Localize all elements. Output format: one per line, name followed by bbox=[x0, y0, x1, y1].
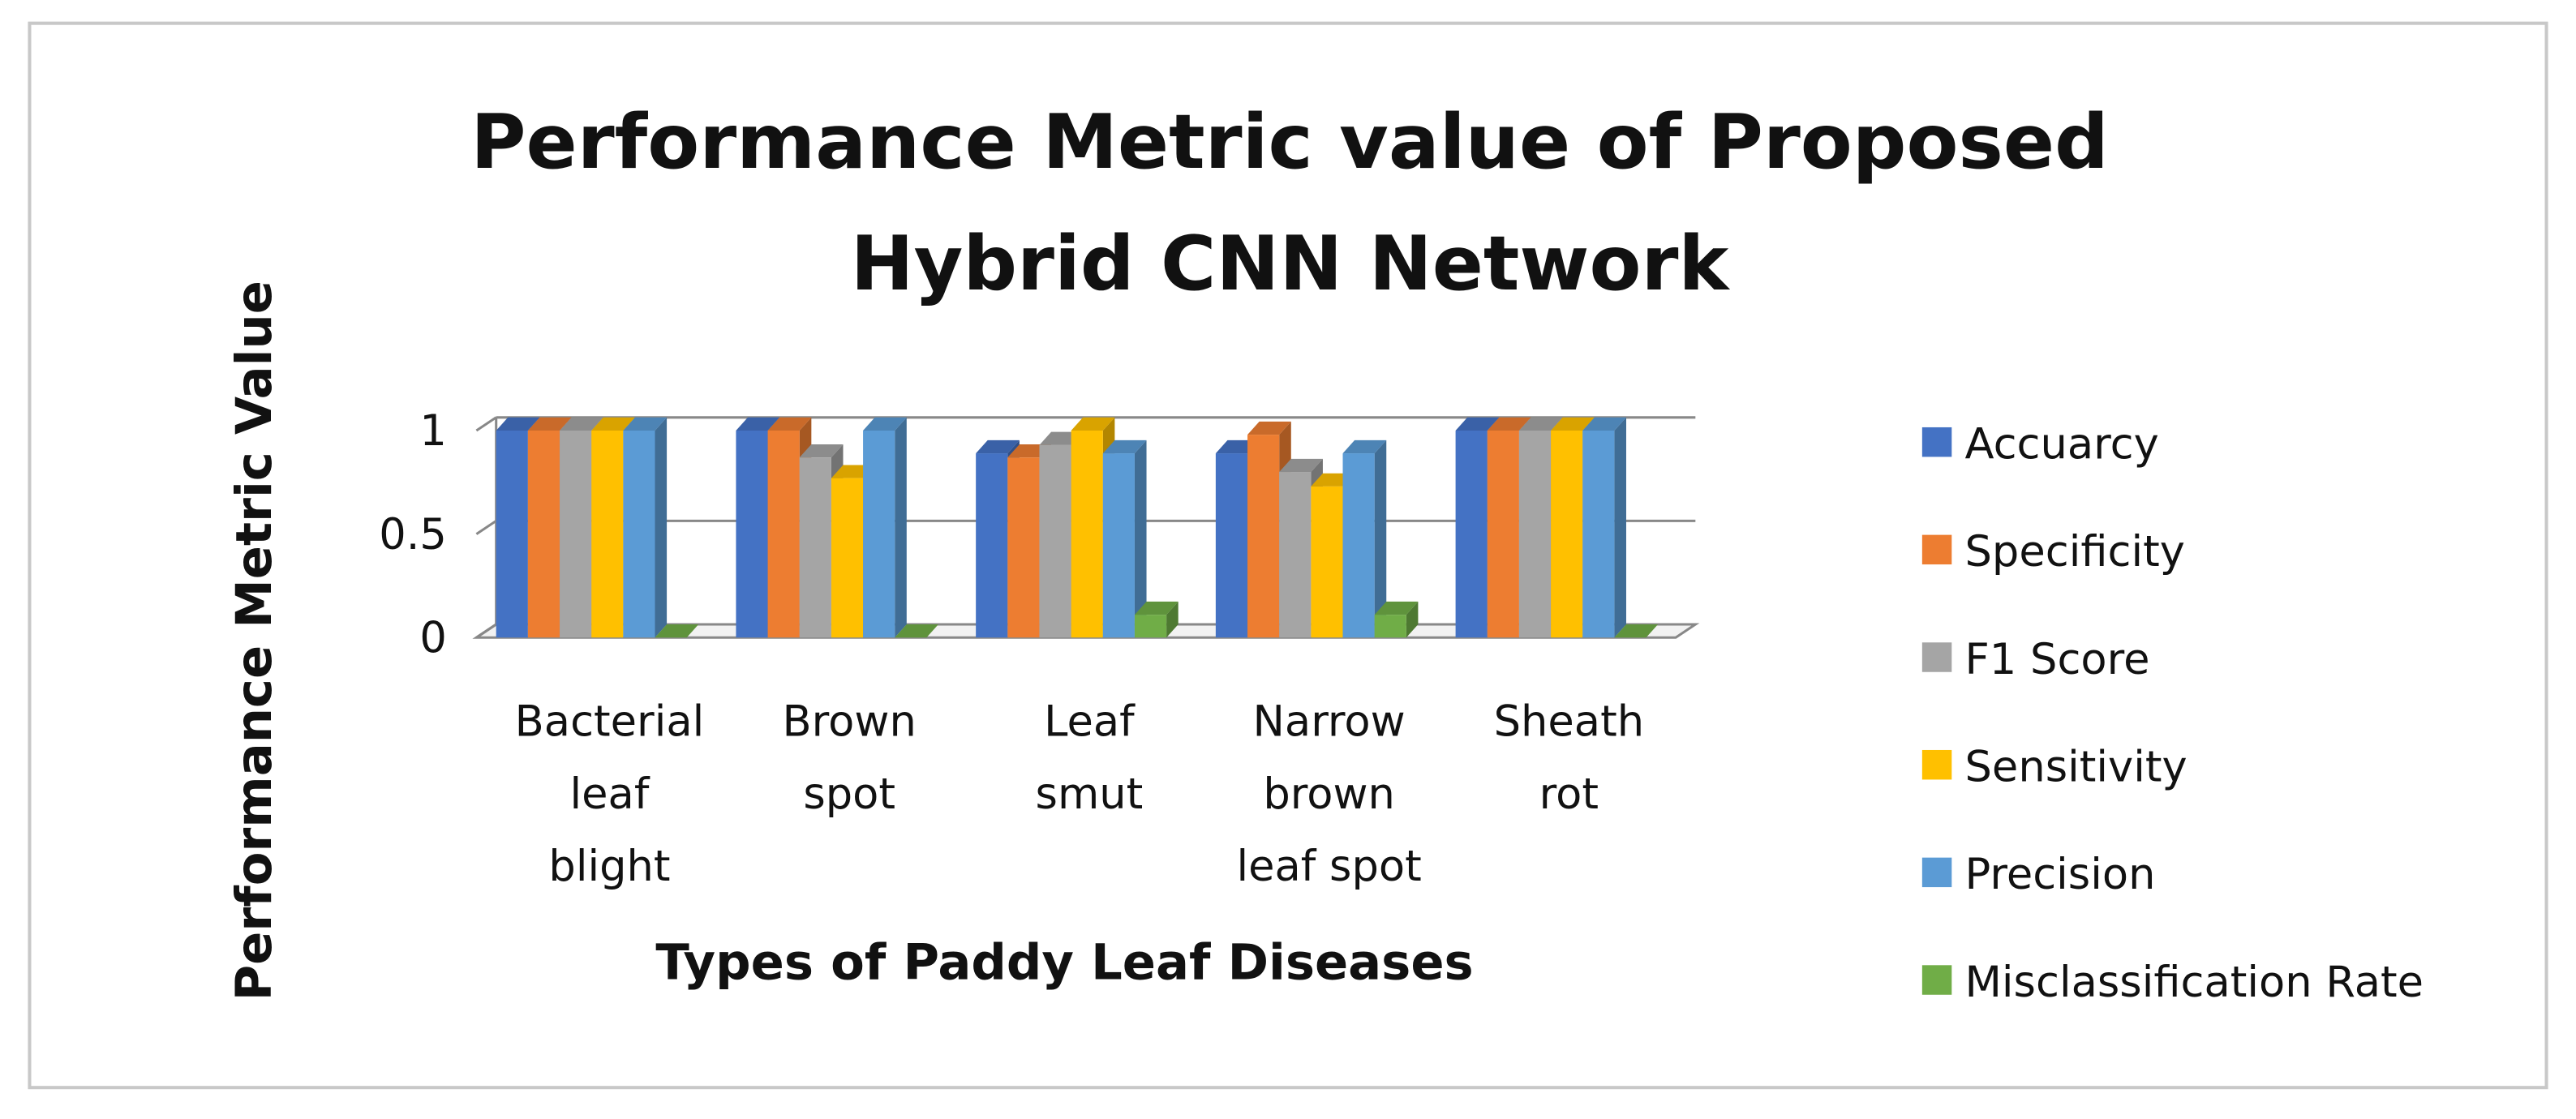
bar-top bbox=[1279, 458, 1323, 473]
bar-side bbox=[655, 417, 668, 638]
bar-top bbox=[1374, 601, 1419, 615]
bar bbox=[1455, 430, 1488, 638]
legend-swatch bbox=[1921, 642, 1952, 672]
x-tick-label: Leaf smut bbox=[1036, 697, 1144, 819]
bar bbox=[560, 430, 592, 638]
bar bbox=[799, 457, 831, 638]
legend-swatch bbox=[1921, 534, 1952, 565]
chart-title: Performance Metric value of Proposed Hybr… bbox=[470, 98, 2109, 307]
bar bbox=[1551, 430, 1583, 638]
bar-top bbox=[1102, 439, 1147, 454]
bar bbox=[863, 430, 895, 638]
legend-label: Misclassification Rate bbox=[1965, 958, 2424, 1007]
bar-top bbox=[1614, 624, 1659, 638]
grid-line-side bbox=[475, 416, 497, 432]
legend-swatch bbox=[1921, 749, 1952, 780]
bar-side bbox=[1406, 601, 1419, 638]
legend-swatch bbox=[1921, 427, 1952, 457]
bar-top bbox=[527, 417, 572, 431]
bar-side bbox=[1166, 601, 1179, 638]
bar bbox=[1215, 453, 1248, 638]
bar-side bbox=[1374, 439, 1387, 638]
bar-side bbox=[1614, 417, 1626, 638]
bar bbox=[976, 453, 1008, 638]
bar bbox=[496, 430, 528, 638]
bar-top bbox=[895, 624, 938, 638]
bar bbox=[1342, 453, 1375, 638]
x-tick-label: Bacterial leaf blight bbox=[515, 697, 705, 891]
bar bbox=[1071, 430, 1103, 638]
y-tick-label: 1 bbox=[419, 406, 447, 456]
bar-top bbox=[496, 417, 540, 431]
bar-top bbox=[976, 439, 1020, 454]
x-axis-label: Types of Paddy Leaf Diseases bbox=[655, 935, 1473, 992]
legend-label: Sensitivity bbox=[1965, 742, 2187, 791]
bar bbox=[527, 430, 560, 638]
bar bbox=[1007, 457, 1040, 638]
bar-top bbox=[1518, 417, 1563, 431]
y-tick-label: 0 bbox=[419, 613, 447, 662]
bar-top bbox=[655, 624, 699, 638]
bar-top bbox=[623, 417, 668, 431]
bar bbox=[591, 430, 624, 638]
bar-side bbox=[895, 417, 907, 638]
bar bbox=[1039, 444, 1071, 638]
bar-top bbox=[767, 417, 812, 431]
grid-line-side bbox=[475, 623, 497, 639]
legend-label: F1 Score bbox=[1965, 635, 2150, 684]
legend-swatch bbox=[1921, 965, 1952, 995]
bar-top bbox=[560, 417, 603, 431]
bar bbox=[1134, 615, 1167, 638]
bar bbox=[1102, 453, 1135, 638]
legend-label: Accuarcy bbox=[1965, 419, 2159, 469]
bar bbox=[1582, 430, 1615, 638]
bar bbox=[767, 430, 800, 638]
bar-side bbox=[1134, 439, 1147, 638]
legend-label: Specificity bbox=[1965, 527, 2185, 577]
bar-top bbox=[1134, 601, 1179, 615]
bar-top bbox=[1342, 439, 1387, 454]
legend-label: Precision bbox=[1965, 850, 2156, 899]
legend-swatch bbox=[1921, 857, 1952, 888]
bar bbox=[736, 430, 768, 638]
bar-top bbox=[1487, 417, 1531, 431]
bar bbox=[1247, 435, 1280, 638]
bar-top bbox=[863, 417, 907, 431]
bar bbox=[1487, 430, 1519, 638]
x-tick-label: Brown spot bbox=[783, 697, 917, 819]
x-tick-label: Narrow brown leaf spot bbox=[1236, 697, 1421, 891]
bar bbox=[1279, 472, 1312, 638]
bar bbox=[1374, 615, 1406, 638]
bar-top bbox=[1071, 417, 1115, 431]
bar-top bbox=[591, 417, 635, 431]
bar bbox=[1518, 430, 1552, 638]
bar bbox=[831, 478, 864, 638]
y-tick-label: 0.5 bbox=[379, 510, 447, 560]
bar-top bbox=[1455, 417, 1500, 431]
bar bbox=[1311, 486, 1343, 638]
bar-top bbox=[1247, 421, 1291, 435]
y-axis-label: Performance Metric Value bbox=[226, 281, 283, 1001]
bar-top bbox=[1551, 417, 1595, 431]
bar-top bbox=[1582, 417, 1626, 431]
x-tick-label: Sheath rot bbox=[1494, 697, 1644, 819]
bar-top bbox=[736, 417, 780, 431]
bar bbox=[623, 430, 655, 638]
grid-line-side bbox=[475, 520, 497, 535]
bar-top bbox=[799, 444, 844, 458]
